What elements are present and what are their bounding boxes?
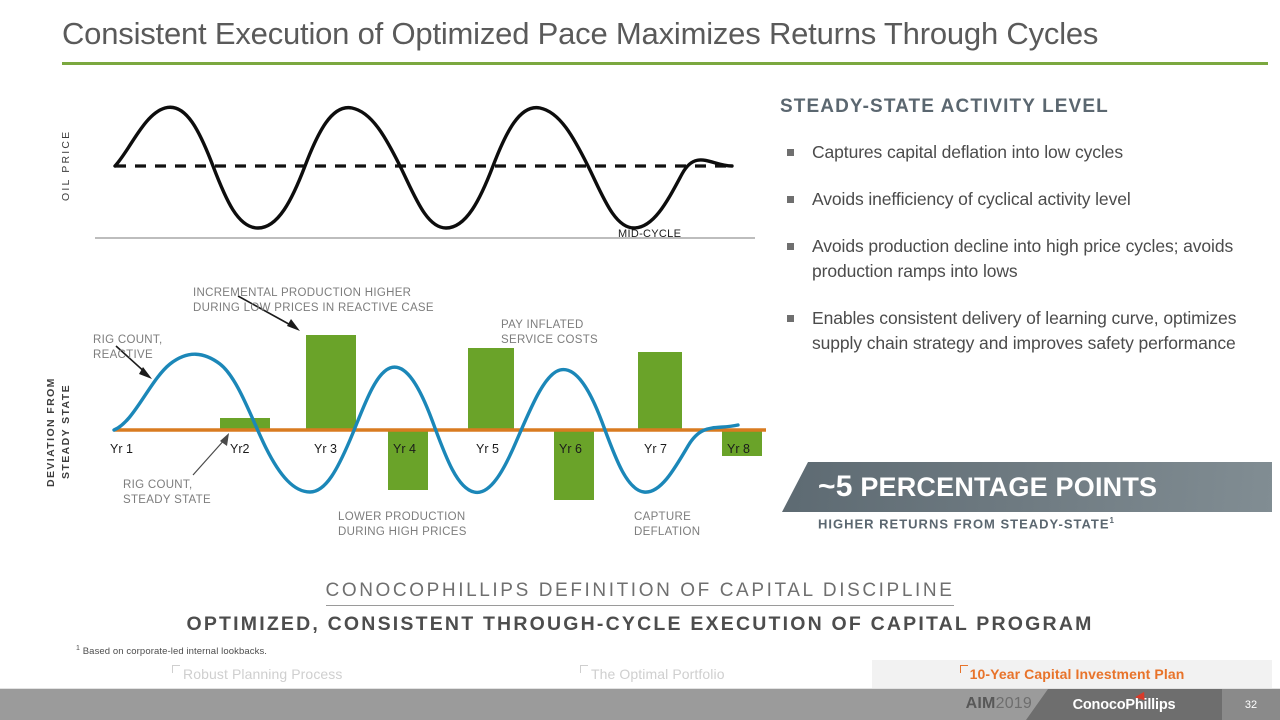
bullet-square-icon [787, 149, 794, 156]
bar-yr8 [722, 430, 762, 456]
list-item: Enables consistent delivery of learning … [780, 306, 1250, 356]
annotation-rig-count-steady-state: RIG COUNT, STEADY STATE [123, 479, 211, 506]
corner-bracket-icon [580, 665, 588, 673]
oil-price-plot [113, 105, 734, 230]
page-number: 32 [1222, 689, 1280, 720]
annotation-lower-production: LOWER PRODUCTION DURING HIGH PRICES [338, 511, 467, 538]
xtick-yr5: Yr 5 [476, 442, 499, 456]
benefit-list: Captures capital deflation into low cycl… [780, 140, 1250, 356]
bar-yr3 [306, 335, 356, 430]
oil-price-chart: OIL PRICE MID-CYCLE [60, 88, 760, 248]
tab-label: Robust Planning Process [183, 666, 343, 682]
bullet-square-icon [787, 315, 794, 322]
deviation-chart: DEVIATION FROM STEADY STATE INCREMENTAL P… [38, 270, 768, 560]
tabs-divider [0, 688, 1280, 689]
list-item-label: Avoids production decline into high pric… [812, 236, 1234, 281]
tab-label: 10-Year Capital Investment Plan [969, 666, 1185, 682]
list-item-label: Captures capital deflation into low cycl… [812, 142, 1123, 162]
tab-label: The Optimal Portfolio [591, 666, 725, 682]
banner-subtitle: HIGHER RETURNS FROM STEADY-STATE1 [818, 516, 1115, 532]
event-year: 2019 [995, 695, 1032, 712]
xtick-yr2: Yr2 [230, 442, 250, 456]
oil-price-axis-label: OIL PRICE [60, 129, 72, 201]
tab-ten-year-capital-investment-plan[interactable]: 10-Year Capital Investment Plan [872, 660, 1272, 688]
bar-yr6 [554, 430, 594, 500]
annotation-capture-deflation: CAPTURE DEFLATION [634, 511, 701, 538]
section-divider [95, 237, 755, 239]
corner-bracket-icon [172, 665, 180, 673]
company-logo: ConocoPhillips [1026, 689, 1222, 720]
bar-yr5 [468, 348, 514, 430]
list-item-label: Enables consistent delivery of learning … [812, 308, 1237, 353]
section-tabs: Robust Planning Process The Optimal Port… [0, 660, 1280, 688]
steady-state-panel: STEADY-STATE ACTIVITY LEVEL Captures cap… [780, 96, 1250, 378]
rig-count-reactive-curve [112, 352, 740, 494]
page-title: Consistent Execution of Optimized Pace M… [62, 16, 1099, 51]
list-item: Avoids production decline into high pric… [780, 234, 1250, 284]
list-item: Captures capital deflation into low cycl… [780, 140, 1250, 165]
xtick-yr3: Yr 3 [314, 442, 337, 456]
corner-bracket-icon [959, 665, 968, 673]
slide-header: Consistent Execution of Optimized Pace M… [62, 12, 1268, 65]
footnote-text: Based on corporate-led internal lookback… [82, 646, 268, 658]
bar-yr4 [388, 430, 428, 490]
banner-text: ~5 PERCENTAGE POINTS [818, 470, 1157, 504]
xtick-yr8: Yr 8 [727, 442, 750, 456]
xtick-yr4: Yr 4 [393, 442, 416, 456]
company-name: ConocoPhillips [1072, 696, 1176, 713]
oil-price-curve [113, 105, 734, 230]
leader-rig-steady [192, 433, 229, 476]
footnote: 1 Based on corporate-led internal lookba… [76, 645, 267, 657]
banner-value: ~5 [818, 470, 853, 503]
bullet-square-icon [787, 196, 794, 203]
deviation-axis-label: DEVIATION FROM STEADY STATE [45, 377, 72, 487]
xtick-yr1: Yr 1 [110, 442, 133, 456]
banner-label: PERCENTAGE POINTS [860, 472, 1158, 502]
event-name: AIM [965, 695, 996, 712]
deviation-plot [112, 295, 766, 500]
bar-yr7 [638, 352, 682, 430]
list-item-label: Avoids inefficiency of cyclical activity… [812, 189, 1131, 209]
highlight-banner: ~5 PERCENTAGE POINTS [782, 462, 1272, 512]
annotation-rig-count-reactive: RIG COUNT, REACTIVE [93, 334, 163, 361]
tab-the-optimal-portfolio[interactable]: The Optimal Portfolio [580, 660, 810, 688]
event-logo: AIM2019 [966, 695, 1032, 713]
deviation-bars [220, 335, 762, 500]
annotation-pay-inflated-service-costs: PAY INFLATED SERVICE COSTS [501, 319, 598, 346]
panel-heading: STEADY-STATE ACTIVITY LEVEL [780, 96, 1109, 117]
leader-rig-reactive [115, 345, 152, 379]
footnote-marker: 1 [76, 645, 80, 652]
list-item: Avoids inefficiency of cyclical activity… [780, 187, 1250, 212]
leader-incremental [237, 295, 300, 331]
footer-bar: AIM2019 ConocoPhillips 32 [0, 689, 1280, 720]
bullet-square-icon [787, 243, 794, 250]
tab-robust-planning-process[interactable]: Robust Planning Process [172, 660, 402, 688]
banner-footnote-marker: 1 [1109, 516, 1115, 525]
definition-statement: OPTIMIZED, CONSISTENT THROUGH-CYCLE EXEC… [186, 613, 1094, 635]
title-divider [62, 62, 1268, 65]
definition-heading: CONOCOPHILLIPS DEFINITION OF CAPITAL DIS… [0, 580, 1280, 606]
annotation-incremental-production: INCREMENTAL PRODUCTION HIGHER DURING LOW… [193, 287, 434, 314]
xtick-yr6: Yr 6 [559, 442, 582, 456]
xtick-yr7: Yr 7 [644, 442, 667, 456]
